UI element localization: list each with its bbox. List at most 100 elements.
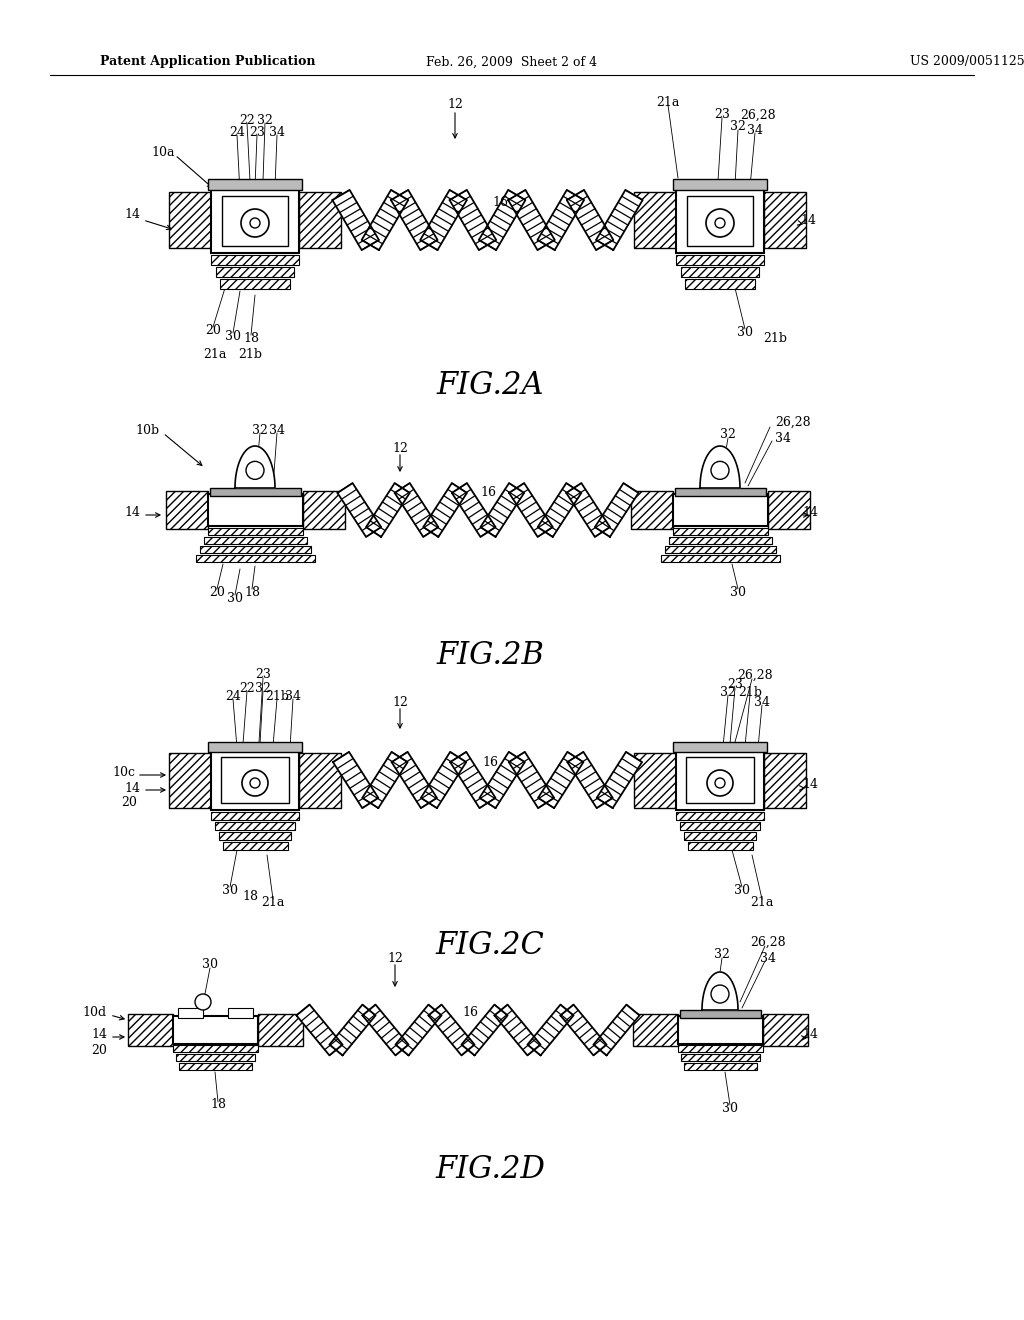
- Bar: [676, 750, 764, 810]
- Text: 14: 14: [124, 209, 140, 222]
- Text: 32: 32: [720, 429, 736, 441]
- Circle shape: [250, 777, 260, 788]
- Bar: [634, 191, 676, 248]
- Bar: [208, 528, 303, 535]
- Circle shape: [246, 462, 264, 479]
- Circle shape: [715, 218, 725, 228]
- Text: 18: 18: [210, 1098, 226, 1111]
- Bar: [219, 832, 291, 840]
- Bar: [675, 488, 766, 496]
- Bar: [673, 494, 768, 525]
- Polygon shape: [450, 190, 496, 249]
- Bar: [680, 1010, 761, 1018]
- Circle shape: [715, 777, 725, 788]
- Bar: [764, 752, 806, 808]
- Text: 16: 16: [462, 1006, 478, 1019]
- Bar: [678, 1045, 763, 1052]
- Text: 22: 22: [240, 681, 255, 694]
- Text: 21a: 21a: [656, 95, 680, 108]
- Text: 34: 34: [269, 125, 285, 139]
- Bar: [684, 1063, 757, 1071]
- Text: 30: 30: [222, 883, 238, 896]
- Bar: [223, 842, 288, 850]
- Circle shape: [250, 218, 260, 228]
- Bar: [299, 752, 341, 808]
- Polygon shape: [700, 446, 740, 488]
- Text: 12: 12: [387, 952, 402, 965]
- Bar: [208, 494, 303, 525]
- Bar: [211, 187, 299, 253]
- Text: 16: 16: [480, 486, 496, 499]
- Text: 34: 34: [760, 952, 776, 965]
- Polygon shape: [702, 972, 738, 1010]
- Polygon shape: [479, 190, 525, 249]
- Circle shape: [195, 994, 211, 1010]
- Text: 34: 34: [285, 689, 301, 702]
- Text: 12: 12: [392, 441, 408, 454]
- Bar: [680, 822, 760, 830]
- Bar: [669, 537, 772, 544]
- Polygon shape: [451, 752, 496, 808]
- Polygon shape: [566, 190, 613, 249]
- Text: 22: 22: [240, 114, 255, 127]
- Polygon shape: [234, 446, 275, 488]
- Polygon shape: [391, 752, 437, 808]
- Bar: [173, 1016, 258, 1044]
- Text: Patent Application Publication: Patent Application Publication: [100, 55, 315, 69]
- Text: 14: 14: [800, 214, 816, 227]
- Text: 18: 18: [243, 331, 259, 345]
- Polygon shape: [423, 483, 467, 537]
- Text: 32: 32: [255, 681, 271, 694]
- Text: 12: 12: [447, 99, 463, 111]
- Text: 14: 14: [802, 779, 818, 792]
- Text: 10d: 10d: [83, 1006, 106, 1019]
- Polygon shape: [560, 1005, 606, 1056]
- Text: 14: 14: [802, 1028, 818, 1041]
- Polygon shape: [452, 483, 496, 537]
- Text: 34: 34: [746, 124, 763, 136]
- Polygon shape: [479, 752, 525, 808]
- Bar: [169, 752, 211, 808]
- Bar: [681, 1053, 760, 1061]
- Bar: [211, 255, 299, 265]
- Bar: [222, 195, 288, 246]
- Bar: [211, 750, 299, 810]
- Polygon shape: [421, 752, 466, 808]
- Text: 10b: 10b: [136, 424, 160, 437]
- Bar: [665, 546, 776, 553]
- Circle shape: [711, 985, 729, 1003]
- Bar: [303, 491, 345, 529]
- Polygon shape: [362, 752, 408, 808]
- Bar: [676, 187, 764, 253]
- Bar: [196, 554, 315, 562]
- Text: 30: 30: [202, 958, 218, 972]
- Text: 20: 20: [121, 796, 137, 808]
- Polygon shape: [508, 190, 555, 249]
- Circle shape: [707, 770, 733, 796]
- Text: 21a: 21a: [261, 895, 285, 908]
- Text: 34: 34: [775, 432, 791, 445]
- Text: 23: 23: [255, 668, 271, 681]
- Bar: [216, 267, 294, 277]
- Text: 30: 30: [227, 591, 243, 605]
- Bar: [128, 1014, 173, 1045]
- Bar: [208, 742, 302, 752]
- Bar: [221, 756, 289, 803]
- Bar: [763, 1014, 808, 1045]
- Bar: [299, 191, 341, 248]
- Bar: [166, 491, 208, 529]
- Polygon shape: [538, 483, 582, 537]
- Text: 21b: 21b: [763, 331, 787, 345]
- Text: 26,28: 26,28: [751, 936, 785, 949]
- Text: 32: 32: [714, 949, 730, 961]
- Circle shape: [706, 209, 734, 238]
- Text: FIG.2B: FIG.2B: [436, 639, 544, 671]
- Polygon shape: [420, 190, 467, 249]
- Text: US 2009/0051125 A1: US 2009/0051125 A1: [910, 55, 1024, 69]
- Text: 30: 30: [225, 330, 241, 342]
- Text: 30: 30: [734, 883, 750, 896]
- Circle shape: [241, 209, 269, 238]
- Text: 16: 16: [482, 755, 498, 768]
- Bar: [176, 1053, 255, 1061]
- Text: 21b: 21b: [738, 685, 762, 698]
